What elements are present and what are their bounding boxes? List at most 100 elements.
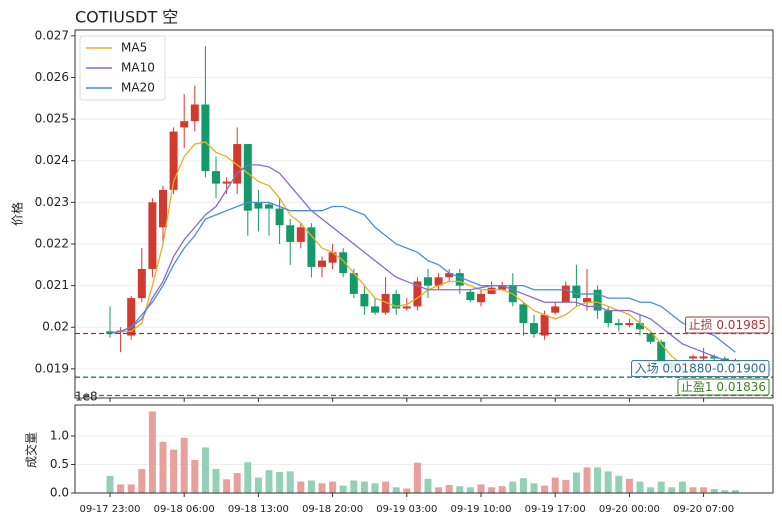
legend-label: MA20	[121, 81, 155, 95]
volume-bar	[615, 475, 623, 493]
volume-bar	[583, 467, 591, 493]
panel-frame	[74, 404, 774, 494]
legend-label: MA5	[121, 41, 147, 55]
volume-bar	[138, 469, 146, 493]
volume-bar	[286, 471, 294, 493]
candle-body	[169, 131, 178, 190]
level-label: 止损 0.01985	[689, 318, 766, 332]
volume-bar	[509, 481, 517, 493]
volume-bar	[678, 481, 686, 493]
candle-body	[254, 202, 263, 209]
candle-body	[540, 314, 549, 336]
x-tick-label: 09-19 03:00	[376, 504, 437, 515]
volume-bar	[710, 489, 718, 493]
candle-body	[190, 104, 199, 122]
y-tick-label: 0.0	[50, 486, 69, 500]
candle-body	[625, 323, 634, 326]
volume-bar	[223, 479, 231, 493]
y-tick-label: 0.02	[42, 320, 69, 334]
candle-body	[689, 356, 697, 359]
volume-bar	[424, 478, 432, 493]
volume-bar	[731, 490, 739, 493]
candle-body	[424, 277, 432, 286]
x-tick-label: 09-18 13:00	[228, 504, 289, 515]
candle-body	[530, 323, 538, 334]
volume-bar	[647, 487, 655, 493]
candle-body	[371, 306, 379, 313]
candle-body	[222, 181, 231, 184]
candle-body	[296, 227, 305, 242]
volume-bar	[498, 486, 506, 493]
offset-label: 1e8	[75, 390, 98, 404]
y-tick-label: 0.027	[35, 28, 69, 42]
candle-body	[328, 252, 337, 263]
ma-line	[109, 201, 736, 353]
volume-bar	[117, 484, 125, 493]
volume-bar	[519, 478, 527, 493]
volume-bar	[551, 477, 559, 493]
y-tick-label: 0.026	[35, 70, 69, 84]
volume-bar	[212, 469, 220, 493]
volume-bar	[562, 479, 570, 493]
candle-body	[243, 144, 252, 211]
legend-label: MA10	[121, 61, 155, 75]
candle-body	[445, 273, 454, 278]
candle-body	[127, 298, 136, 336]
candle-body	[455, 273, 464, 286]
volume-bar	[625, 478, 633, 493]
x-tick-label: 09-17 23:00	[79, 504, 140, 515]
x-tick-label: 09-20 00:00	[599, 504, 660, 515]
level-label-box	[685, 316, 770, 334]
ma-line	[109, 164, 736, 362]
candle-body	[106, 331, 114, 334]
candle-body	[233, 144, 242, 184]
y-tick-label: 0.021	[35, 278, 69, 292]
candle-body	[180, 121, 189, 128]
volume-bar	[636, 481, 644, 493]
volume-bar	[413, 462, 421, 493]
candle-body	[402, 306, 411, 309]
level-label: 入场 0.01880-0.01900	[635, 362, 766, 376]
volume-bar	[530, 483, 538, 493]
candle-body	[392, 293, 401, 309]
candle-body	[381, 293, 390, 313]
volume-bar	[360, 481, 368, 493]
candle-body	[710, 356, 719, 359]
y-tick-label: 0.025	[35, 112, 69, 126]
candle-body	[593, 289, 602, 311]
candle-body	[212, 171, 220, 184]
volume-bar	[668, 487, 676, 493]
volume-bar	[180, 437, 188, 493]
level-label-box	[631, 360, 770, 378]
candle-body	[720, 358, 729, 361]
y-tick-label: 0.019	[35, 361, 69, 375]
x-tick-label: 09-19 10:00	[450, 504, 511, 515]
volume-bar	[689, 487, 697, 493]
chart-title: COTIUSDT 空	[75, 8, 178, 27]
volume-bar	[456, 486, 464, 493]
candle-body	[148, 202, 157, 269]
volume-bar	[700, 487, 708, 493]
volume-bar	[265, 470, 273, 493]
level-label-box	[677, 378, 770, 396]
volume-bar	[318, 483, 326, 493]
candle-body	[583, 298, 591, 303]
candle-body	[434, 277, 443, 286]
volume-bar	[127, 484, 135, 493]
volume-bar	[254, 477, 262, 493]
volume-bar	[445, 485, 453, 493]
panel-frame	[74, 29, 774, 399]
candle-body	[646, 333, 655, 342]
candle-body	[265, 204, 273, 209]
volume-bar	[466, 487, 474, 493]
candle-body	[360, 293, 369, 307]
candle-body	[498, 285, 507, 290]
volume-bar	[350, 480, 358, 493]
candle-body	[487, 287, 496, 294]
candle-body	[339, 252, 348, 274]
candle-body	[551, 306, 560, 313]
volume-bar	[148, 411, 156, 493]
candle-body	[318, 260, 326, 267]
candle-body	[286, 225, 295, 242]
